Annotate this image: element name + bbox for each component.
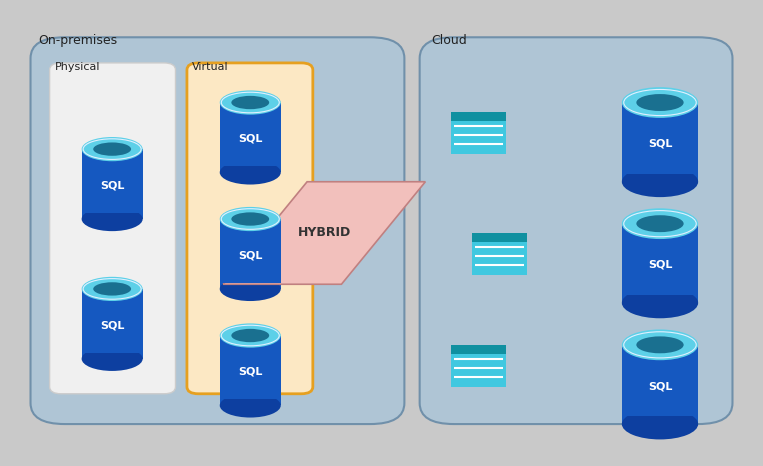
Ellipse shape [82,207,143,231]
Ellipse shape [220,160,281,185]
Polygon shape [622,103,698,174]
Ellipse shape [220,90,281,115]
Text: SQL: SQL [648,139,672,149]
Text: SQL: SQL [238,134,262,144]
Polygon shape [622,103,698,182]
Polygon shape [220,103,281,172]
Polygon shape [82,149,143,213]
FancyBboxPatch shape [50,63,175,394]
Text: SQL: SQL [238,367,262,377]
Text: Virtual: Virtual [192,62,229,72]
Ellipse shape [93,143,131,156]
Ellipse shape [231,212,269,226]
Polygon shape [622,345,698,417]
Ellipse shape [622,166,698,197]
Text: HYBRID: HYBRID [298,226,351,240]
Ellipse shape [636,336,684,353]
FancyBboxPatch shape [31,37,404,424]
FancyBboxPatch shape [472,233,527,275]
Text: SQL: SQL [648,260,672,270]
Ellipse shape [622,329,698,360]
Ellipse shape [636,215,684,232]
Ellipse shape [622,208,698,239]
Ellipse shape [636,94,684,111]
Ellipse shape [231,329,269,342]
Polygon shape [622,345,698,424]
Polygon shape [220,336,281,405]
Polygon shape [220,336,281,399]
Polygon shape [223,182,426,284]
Text: On-premises: On-premises [38,34,118,47]
FancyBboxPatch shape [451,112,506,121]
Polygon shape [82,149,143,219]
Ellipse shape [622,87,698,118]
Polygon shape [622,224,698,303]
Ellipse shape [622,288,698,318]
Ellipse shape [220,277,281,301]
Ellipse shape [82,137,143,161]
Ellipse shape [220,207,281,231]
FancyBboxPatch shape [451,345,506,387]
Text: SQL: SQL [100,180,124,191]
Ellipse shape [93,282,131,295]
Polygon shape [220,219,281,283]
Polygon shape [220,219,281,289]
Ellipse shape [82,347,143,371]
Ellipse shape [622,409,698,439]
Ellipse shape [220,393,281,418]
Polygon shape [220,103,281,166]
Polygon shape [82,289,143,353]
FancyBboxPatch shape [451,112,506,154]
Text: Physical: Physical [55,62,101,72]
FancyBboxPatch shape [451,345,506,354]
Polygon shape [82,289,143,359]
Ellipse shape [231,96,269,109]
FancyBboxPatch shape [472,233,527,242]
Text: SQL: SQL [648,381,672,391]
Text: SQL: SQL [100,320,124,330]
Polygon shape [622,224,698,295]
FancyBboxPatch shape [187,63,313,394]
Text: SQL: SQL [238,250,262,260]
FancyBboxPatch shape [420,37,732,424]
Ellipse shape [220,323,281,348]
Ellipse shape [82,277,143,301]
Text: Cloud: Cloud [431,34,467,47]
